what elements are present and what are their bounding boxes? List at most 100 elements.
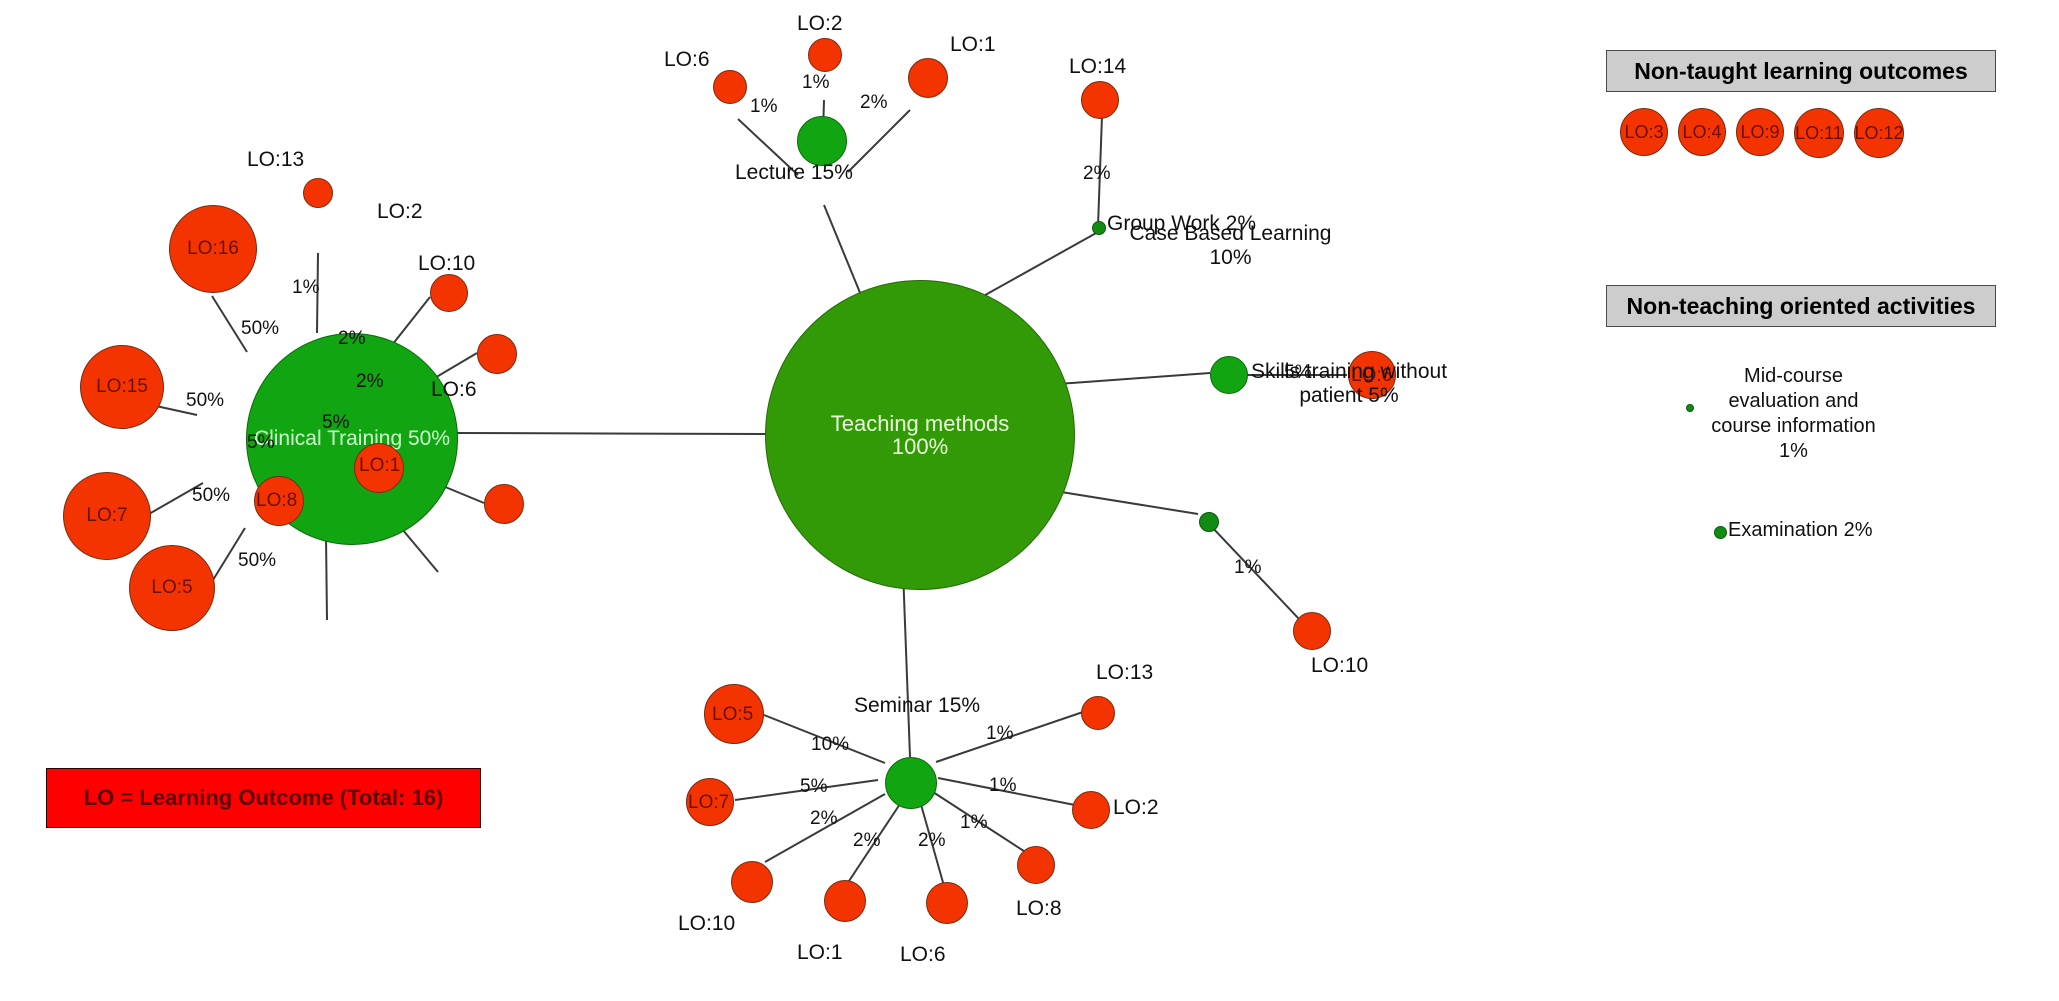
lo-label: LO:3 [1624,121,1664,142]
node-case-based-learning[interactable] [1210,356,1248,394]
lo-caption-seminar-5: LO:5 [712,704,754,725]
lo-caption-clinical-6: LO:6 [431,378,477,401]
clinical-training-label: Clinical Training 50% [253,426,451,450]
edge-pct-clinical-2: 2% [338,328,366,349]
lo-label: LO:5 [151,577,193,599]
node-lo-clinical-6[interactable] [484,484,524,524]
node-lo-seminar-5[interactable] [704,684,764,744]
node-lo-clinical-10[interactable] [477,334,517,374]
lo-caption-lecture-6: LO:6 [664,48,710,71]
node-lo-clinical-7[interactable]: LO:7 [63,472,151,560]
lo-caption-seminar-7: LO:7 [688,792,730,813]
lo-caption-clinical-13: LO:13 [247,148,305,171]
node-lo-lecture-2[interactable] [808,38,842,72]
lo-label: LO:11 [1795,122,1843,143]
cbl-label-line2: 10% [1209,245,1252,269]
case-based-learning-label: Case Based Learning 10% [1113,222,1348,269]
skills-training-block: Skills training without patient 5% [1218,360,1480,407]
edge-pct-cbl-6: 5% [1284,362,1312,383]
node-seminar[interactable] [885,757,937,809]
edge-pct-seminar-5: 10% [811,734,850,755]
node-lo-seminar-7[interactable] [686,778,734,826]
lo-caption-seminar-1: LO:1 [797,941,843,964]
group-work-label: Group Work 2% [1107,212,1256,235]
node-skills-training[interactable] [1199,512,1219,532]
node-lo-clinical-1[interactable] [354,443,404,493]
node-lo-lecture-1[interactable] [908,58,948,98]
lecture-label: Lecture 15% [735,161,853,184]
node-lo-seminar-13[interactable] [1081,696,1115,730]
edge-pct-lecture-6: 1% [750,96,778,117]
node-lo-clinical-16[interactable]: LO:16 [169,205,257,293]
edge-pct-clinical-15: 50% [186,390,225,411]
root-label-line2: 100% [891,434,949,459]
node-teaching-methods[interactable]: Teaching methods 100% [765,280,1075,590]
node-lo-seminar-2[interactable] [1072,791,1110,829]
edge-pct-clinical-16: 50% [241,318,280,339]
lo-caption-seminar-6: LO:6 [900,943,946,966]
lo-caption-seminar-2: LO:2 [1113,796,1159,819]
edge-pct-seminar-13: 1% [986,723,1014,744]
node-mid-course-evaluation-dot[interactable] [1686,404,1694,412]
edge-pct-lecture-1: 2% [860,92,888,113]
legend-lo-4[interactable]: LO:4 [1678,108,1726,156]
lo-caption-groupwork-14: LO:14 [1069,55,1127,78]
skills-label-line1: Skills training without [1250,360,1448,383]
node-lo-clinical-5[interactable]: LO:5 [129,545,215,631]
legend-lo-11[interactable]: LO:11 [1794,108,1844,158]
node-lo-clinical-2[interactable] [430,274,468,312]
lo-caption-clinical-8: LO:8 [256,490,298,511]
lo-label: LO:12 [1854,122,1904,143]
edge-pct-clinical-1: 5% [322,412,350,433]
node-lo-skills-10[interactable] [1293,612,1331,650]
lo-caption-seminar-8: LO:8 [1016,897,1062,920]
cbl-label-line1: Case Based Learning [1129,222,1332,245]
node-examination-dot[interactable] [1714,526,1727,539]
lo-caption-lecture-1: LO:1 [950,33,996,56]
lo-caption-skills-10: LO:10 [1311,654,1369,677]
lo-caption-cbl-6: LO:6 [1351,365,1393,386]
edge-pct-seminar-6: 2% [918,830,946,851]
lo-label: LO:9 [1740,121,1780,142]
lo-caption-clinical-1: LO:1 [359,455,401,476]
mid-course-evaluation-label: Mid-course evaluation and course informa… [1711,365,1876,462]
lo-label: LO:7 [86,505,128,527]
node-lo-clinical-13[interactable] [303,178,333,208]
skills-label-line2: patient 5% [1299,383,1399,407]
legend-non-teaching-title: Non-teaching oriented activities [1626,292,1976,319]
legend-non-teaching-header: Non-teaching oriented activities [1606,285,1996,327]
lo-caption-lecture-2: LO:2 [797,12,843,35]
node-lo-groupwork-14[interactable] [1081,81,1119,119]
lo-caption-seminar-10: LO:10 [678,912,736,935]
edge-pct-seminar-8: 1% [960,812,988,833]
node-lo-seminar-10[interactable] [731,861,773,903]
lo-caption-seminar-13: LO:13 [1096,661,1154,684]
edge-pct-seminar-10: 2% [810,808,838,829]
edge-pct-clinical-8: 5% [247,432,275,453]
legend-non-taught-header: Non-taught learning outcomes [1606,50,1996,92]
node-lo-seminar-1[interactable] [824,880,866,922]
edge-pct-clinical-10: 2% [356,371,384,392]
node-lo-seminar-6[interactable] [926,882,968,924]
legend-lo-12[interactable]: LO:12 [1854,108,1904,158]
node-group-work[interactable] [1092,221,1106,235]
legend-lo-3[interactable]: LO:3 [1620,108,1668,156]
node-lo-lecture-6[interactable] [713,70,747,104]
edge-pct-seminar-1: 2% [853,830,881,851]
edge-pct-seminar-7: 5% [800,776,828,797]
edge-pct-clinical-13: 1% [292,277,320,298]
edge-pct-skills-10: 1% [1234,557,1262,578]
edge-pct-groupwork-14: 2% [1083,163,1111,184]
lo-caption-clinical-2: LO:2 [377,200,423,223]
lo-caption-clinical-10: LO:10 [418,252,476,275]
node-lo-seminar-8[interactable] [1017,846,1055,884]
legend-non-taught-title: Non-taught learning outcomes [1634,57,1968,84]
node-lecture[interactable] [797,116,847,166]
node-lo-clinical-15[interactable]: LO:15 [80,345,164,429]
node-lo-cbl-6[interactable] [1348,351,1396,399]
legend-lo-9[interactable]: LO:9 [1736,108,1784,156]
lo-label: LO:15 [96,376,148,398]
legend-lo-definition: LO = Learning Outcome (Total: 16) [46,768,481,828]
node-lo-clinical-8[interactable] [254,476,304,526]
